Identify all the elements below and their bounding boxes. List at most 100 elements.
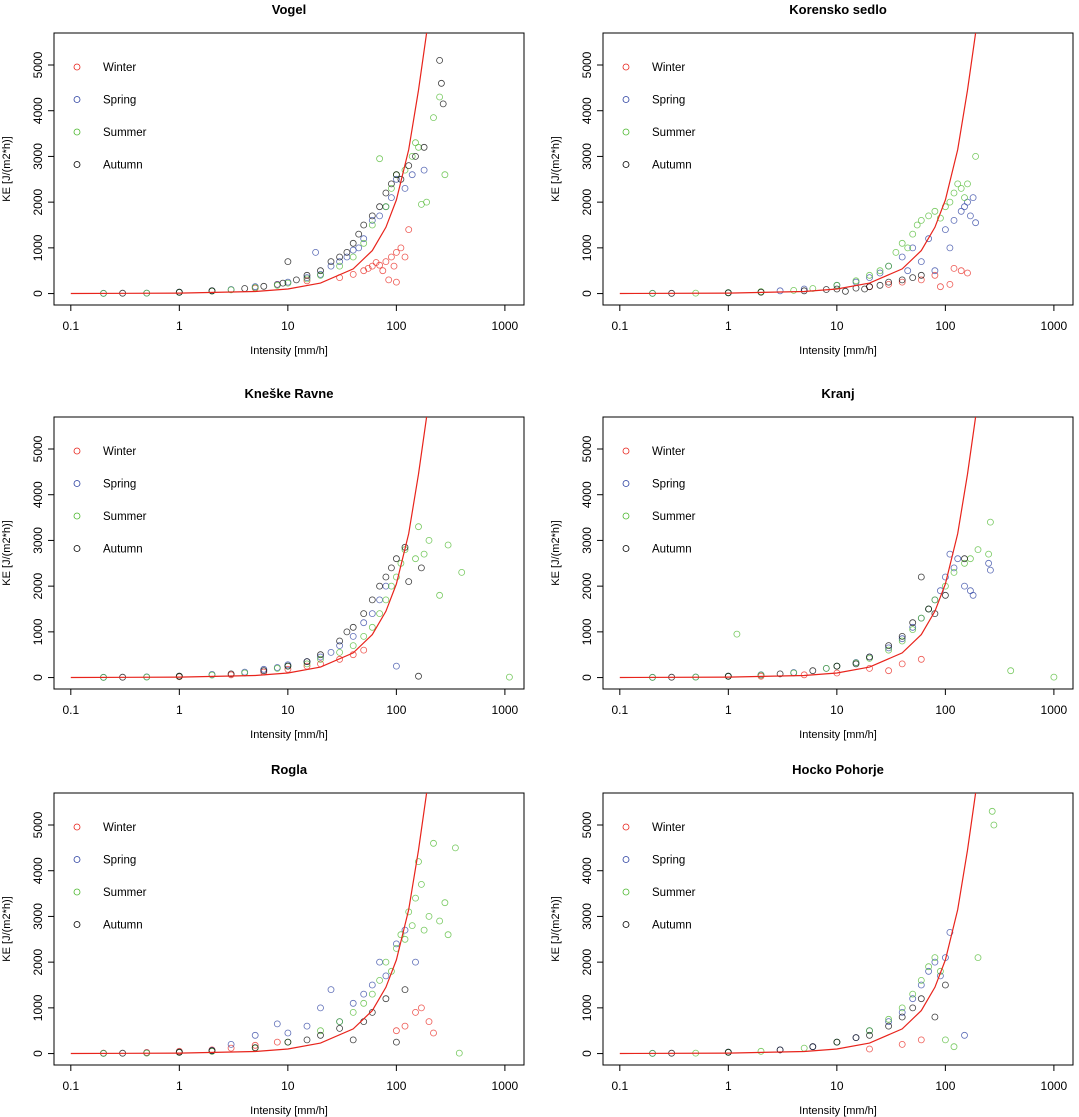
point-autumn <box>382 995 390 1003</box>
point-autumn <box>866 653 873 661</box>
point-autumn <box>842 287 849 295</box>
point-summer <box>336 1018 344 1025</box>
point-winter <box>336 655 344 663</box>
point-autumn <box>284 662 292 670</box>
panel-kranj: Kranj 0.1 1 10 100 1000 0 1000 2000 3000 4000 5000 I… <box>550 386 1074 741</box>
point-summer <box>757 1047 765 1055</box>
point-summer <box>360 239 368 247</box>
point-summer <box>885 1015 892 1023</box>
point-autumn <box>376 203 384 211</box>
point-summer <box>420 926 428 934</box>
legend-label-winter: Winter <box>103 446 136 458</box>
point-spring <box>885 644 892 652</box>
panel-title: Korensko sedlo <box>789 2 887 17</box>
point-summer <box>809 285 817 292</box>
point-summer <box>950 189 958 197</box>
point-summer <box>961 194 968 202</box>
point-winter <box>284 665 292 673</box>
point-autumn <box>885 642 892 649</box>
legend-marker-autumn <box>73 545 81 552</box>
point-autumn <box>437 79 445 87</box>
point-summer <box>451 844 459 852</box>
point-spring <box>408 171 416 179</box>
plot-frame <box>602 416 1074 690</box>
point-winter <box>885 667 892 675</box>
legend-label-spring: Spring <box>103 95 136 107</box>
y-tick-label: 2000 <box>31 572 45 599</box>
point-autumn <box>336 1025 344 1032</box>
point-summer <box>317 1027 324 1035</box>
point-summer <box>436 591 444 599</box>
y-tick-label: 4000 <box>580 97 594 124</box>
point-winter <box>917 276 925 284</box>
point-autumn <box>885 1022 892 1030</box>
point-summer <box>412 555 419 563</box>
legend-marker-autumn <box>622 921 630 928</box>
point-autumn <box>412 152 419 160</box>
point-summer <box>967 555 974 563</box>
point-spring <box>987 566 994 574</box>
legend-label-autumn: Autumn <box>103 160 143 172</box>
x-axis-label: Intensity [mm/h] <box>799 729 877 741</box>
legend-marker-autumn <box>73 161 81 168</box>
point-autumn <box>925 605 932 613</box>
point-winter <box>360 646 368 654</box>
point-summer <box>985 550 992 558</box>
point-summer <box>898 239 906 247</box>
point-spring <box>349 246 357 254</box>
point-summer <box>972 152 979 160</box>
point-autumn <box>961 555 968 563</box>
y-tick-label: 2000 <box>580 948 594 975</box>
point-spring <box>392 940 400 948</box>
point-summer <box>382 203 390 211</box>
point-autumn <box>387 180 395 188</box>
point-autumn <box>175 672 183 680</box>
legend-marker-spring <box>622 480 630 487</box>
point-summer <box>415 523 422 531</box>
x-tick-label: 1000 <box>1041 703 1068 717</box>
x-tick-label: 10 <box>281 319 295 333</box>
legend-marker-spring <box>73 480 81 487</box>
point-summer <box>990 821 998 829</box>
point-summer <box>360 633 368 640</box>
y-tick-label: 1000 <box>580 234 594 261</box>
point-spring <box>972 219 979 227</box>
y-axis-label: KE [J/(m2*h)] <box>550 136 562 201</box>
plot-frame <box>53 792 525 1066</box>
point-winter <box>401 1022 409 1030</box>
scatter-points <box>100 839 463 1057</box>
point-summer <box>376 610 384 617</box>
legend-label-summer: Summer <box>652 127 696 139</box>
legend-label-spring: Spring <box>103 479 136 491</box>
x-tick-label: 100 <box>935 703 955 717</box>
legend-label-autumn: Autumn <box>103 544 143 556</box>
x-tick-label: 10 <box>281 703 295 717</box>
point-autumn <box>942 981 949 989</box>
point-winter <box>885 280 892 288</box>
point-spring <box>898 253 906 261</box>
point-winter <box>379 267 387 275</box>
legend-marker-summer <box>73 128 81 136</box>
point-spring <box>961 582 968 590</box>
y-tick-label: 3000 <box>31 903 45 930</box>
point-summer <box>408 922 416 929</box>
point-spring <box>961 1031 968 1039</box>
point-summer <box>866 655 873 662</box>
point-spring <box>957 207 965 215</box>
point-autumn <box>349 1036 357 1044</box>
x-tick-label: 1 <box>725 703 732 717</box>
y-tick-label: 0 <box>31 290 45 297</box>
scatter-points <box>649 152 979 297</box>
point-autumn <box>417 564 425 572</box>
point-summer <box>441 899 449 907</box>
point-autumn <box>776 670 784 678</box>
x-tick-label: 100 <box>935 1079 955 1093</box>
x-tick-label: 1 <box>725 319 732 333</box>
point-autumn <box>909 1004 917 1012</box>
point-autumn <box>866 283 873 291</box>
point-spring <box>420 166 428 174</box>
legend-marker-summer <box>622 128 630 136</box>
point-winter <box>303 277 311 285</box>
panel-title: Kneške Ravne <box>245 386 334 401</box>
x-tick-label: 100 <box>386 703 406 717</box>
